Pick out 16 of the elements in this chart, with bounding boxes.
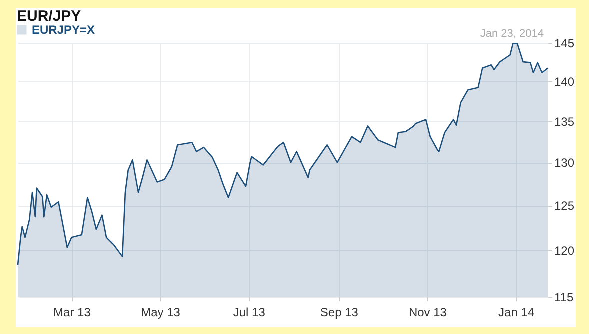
legend-label: EURJPY=X bbox=[32, 23, 96, 37]
x-tick-label: Sep 13 bbox=[320, 306, 359, 320]
x-tick-label: Nov 13 bbox=[408, 306, 448, 320]
y-tick-label: 135 bbox=[554, 114, 575, 129]
y-tick-label: 115 bbox=[554, 290, 574, 304]
y-tick-label: 125 bbox=[554, 199, 575, 214]
y-tick-label: 140 bbox=[554, 74, 575, 89]
x-tick-label: Jan 14 bbox=[498, 306, 535, 320]
x-tick-label: May 13 bbox=[141, 306, 181, 320]
x-tick-label: Jul 13 bbox=[233, 306, 266, 320]
y-tick-label: 120 bbox=[554, 244, 575, 258]
y-tick-label: 130 bbox=[554, 156, 575, 170]
text: Jan 23, 2014 bbox=[480, 28, 544, 40]
y-tick-label: 145 bbox=[554, 36, 575, 50]
x-tick-label: Mar 13 bbox=[54, 306, 92, 320]
chart-title: EUR/JPY bbox=[17, 8, 82, 25]
